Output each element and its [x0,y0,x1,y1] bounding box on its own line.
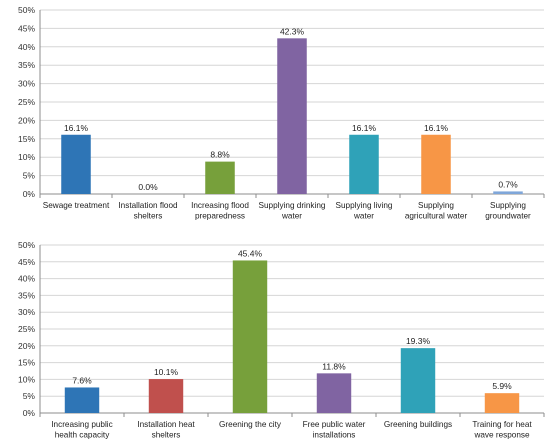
x-tick-label: Increasing public health capacity [51,420,112,440]
y-tick-label: 45% [18,23,35,33]
x-tick-label-line: Greening buildings [384,420,452,429]
bar [400,348,436,413]
x-tick-label-line: water [281,212,302,221]
x-tick-label: Supplying drinking water [259,201,326,221]
data-label: 7.6% [72,375,92,385]
x-tick-label: Installation flood shelters [118,201,178,221]
x-tick-label-line: installations [313,431,356,440]
bar [421,134,451,194]
data-label: 0.7% [498,179,518,189]
x-tick-label: Sewage treatment [43,201,110,210]
x-tick-label-line: preparedness [195,212,245,221]
y-tick-label: 0% [23,408,36,418]
x-tick-label-line: shelters [152,431,181,440]
bar [232,260,268,413]
data-label: 19.3% [406,336,431,346]
x-tick-label: Greening buildings [384,420,452,429]
bar [349,134,379,194]
x-tick-label: Supplying groundwater [485,201,531,221]
y-tick-label: 45% [18,257,35,267]
x-tick-label-line: Installation heat [137,420,195,429]
data-label: 8.8% [210,150,230,160]
x-tick-label-line: Supplying [490,201,526,210]
x-tick-label: Increasing flood preparedness [191,201,249,221]
x-tick-label: Free public water installations [303,420,366,440]
x-tick-label-line: health capacity [55,431,111,440]
bar [61,134,91,194]
x-tick-label-line: agricultural water [405,212,468,221]
y-tick-label: 30% [18,307,35,317]
y-tick-label: 50% [18,240,35,250]
x-tick-label: Training for heat wave response [472,420,532,440]
x-tick-label-line: Installation flood [118,201,178,210]
x-tick-label-line: Supplying living [336,201,393,210]
x-tick-label-line: groundwater [485,212,531,221]
bar [205,161,235,194]
x-tick-label: Greening the city [219,420,282,429]
y-tick-label: 40% [18,274,35,284]
y-tick-label: 15% [18,134,35,144]
bar [148,379,184,413]
x-tick-label-line: Free public water [303,420,366,429]
x-tick-label: Supplying agricultural water [405,201,468,221]
data-label: 11.8% [322,361,346,371]
y-tick-label: 5% [23,171,36,181]
x-tick-label-line: Increasing public [51,420,112,429]
data-label: 0.0% [138,182,158,192]
bar [316,373,352,413]
x-tick-label-line: Training for heat [472,420,532,429]
x-tick-label-line: Supplying drinking [259,201,326,210]
bar [493,191,523,194]
y-tick-label: 20% [18,115,35,125]
x-tick-label: Installation heat shelters [137,420,195,440]
x-tick-label-line: wave response [473,431,530,440]
y-tick-label: 40% [18,42,35,52]
data-label: 5.9% [492,381,512,391]
bar [277,38,307,194]
x-tick-label-line: shelters [134,212,163,221]
y-tick-label: 20% [18,341,35,351]
x-tick-label-line: Increasing flood [191,201,249,210]
water-measures-bar-chart: 0% 5% 10% 15% 20% 25% 30% 35% 40% 45% 50% 16.1% Sewa… [18,5,545,221]
bar [64,387,100,413]
y-tick-label: 10% [18,374,35,384]
y-tick-label: 10% [18,152,35,162]
data-label: 16.1% [424,123,449,133]
x-tick-label-line: Sewage treatment [43,201,110,210]
data-label: 45.4% [238,248,263,258]
data-label: 16.1% [64,123,89,133]
y-tick-label: 30% [18,79,35,89]
data-label: 42.3% [280,26,305,36]
y-tick-label: 5% [23,391,36,401]
data-label: 16.1% [352,123,377,133]
x-tick-label-line: Greening the city [219,420,282,429]
heat-measures-bar-chart: 0% 5% 10% 15% 20% 25% 30% 35% 40% 45% 50% 7.6% Incre… [18,240,545,440]
bar [484,393,520,413]
y-tick-label: 50% [18,5,35,15]
y-tick-label: 15% [18,358,35,368]
x-tick-label-line: Supplying [418,201,454,210]
y-tick-label: 25% [18,324,35,334]
y-tick-label: 35% [18,60,35,70]
y-tick-label: 25% [18,97,35,107]
data-label: 10.1% [154,367,179,377]
x-tick-label-line: water [353,212,374,221]
x-tick-label: Supplying living water [336,201,393,221]
y-tick-label: 35% [18,290,35,300]
y-tick-label: 0% [23,189,36,199]
